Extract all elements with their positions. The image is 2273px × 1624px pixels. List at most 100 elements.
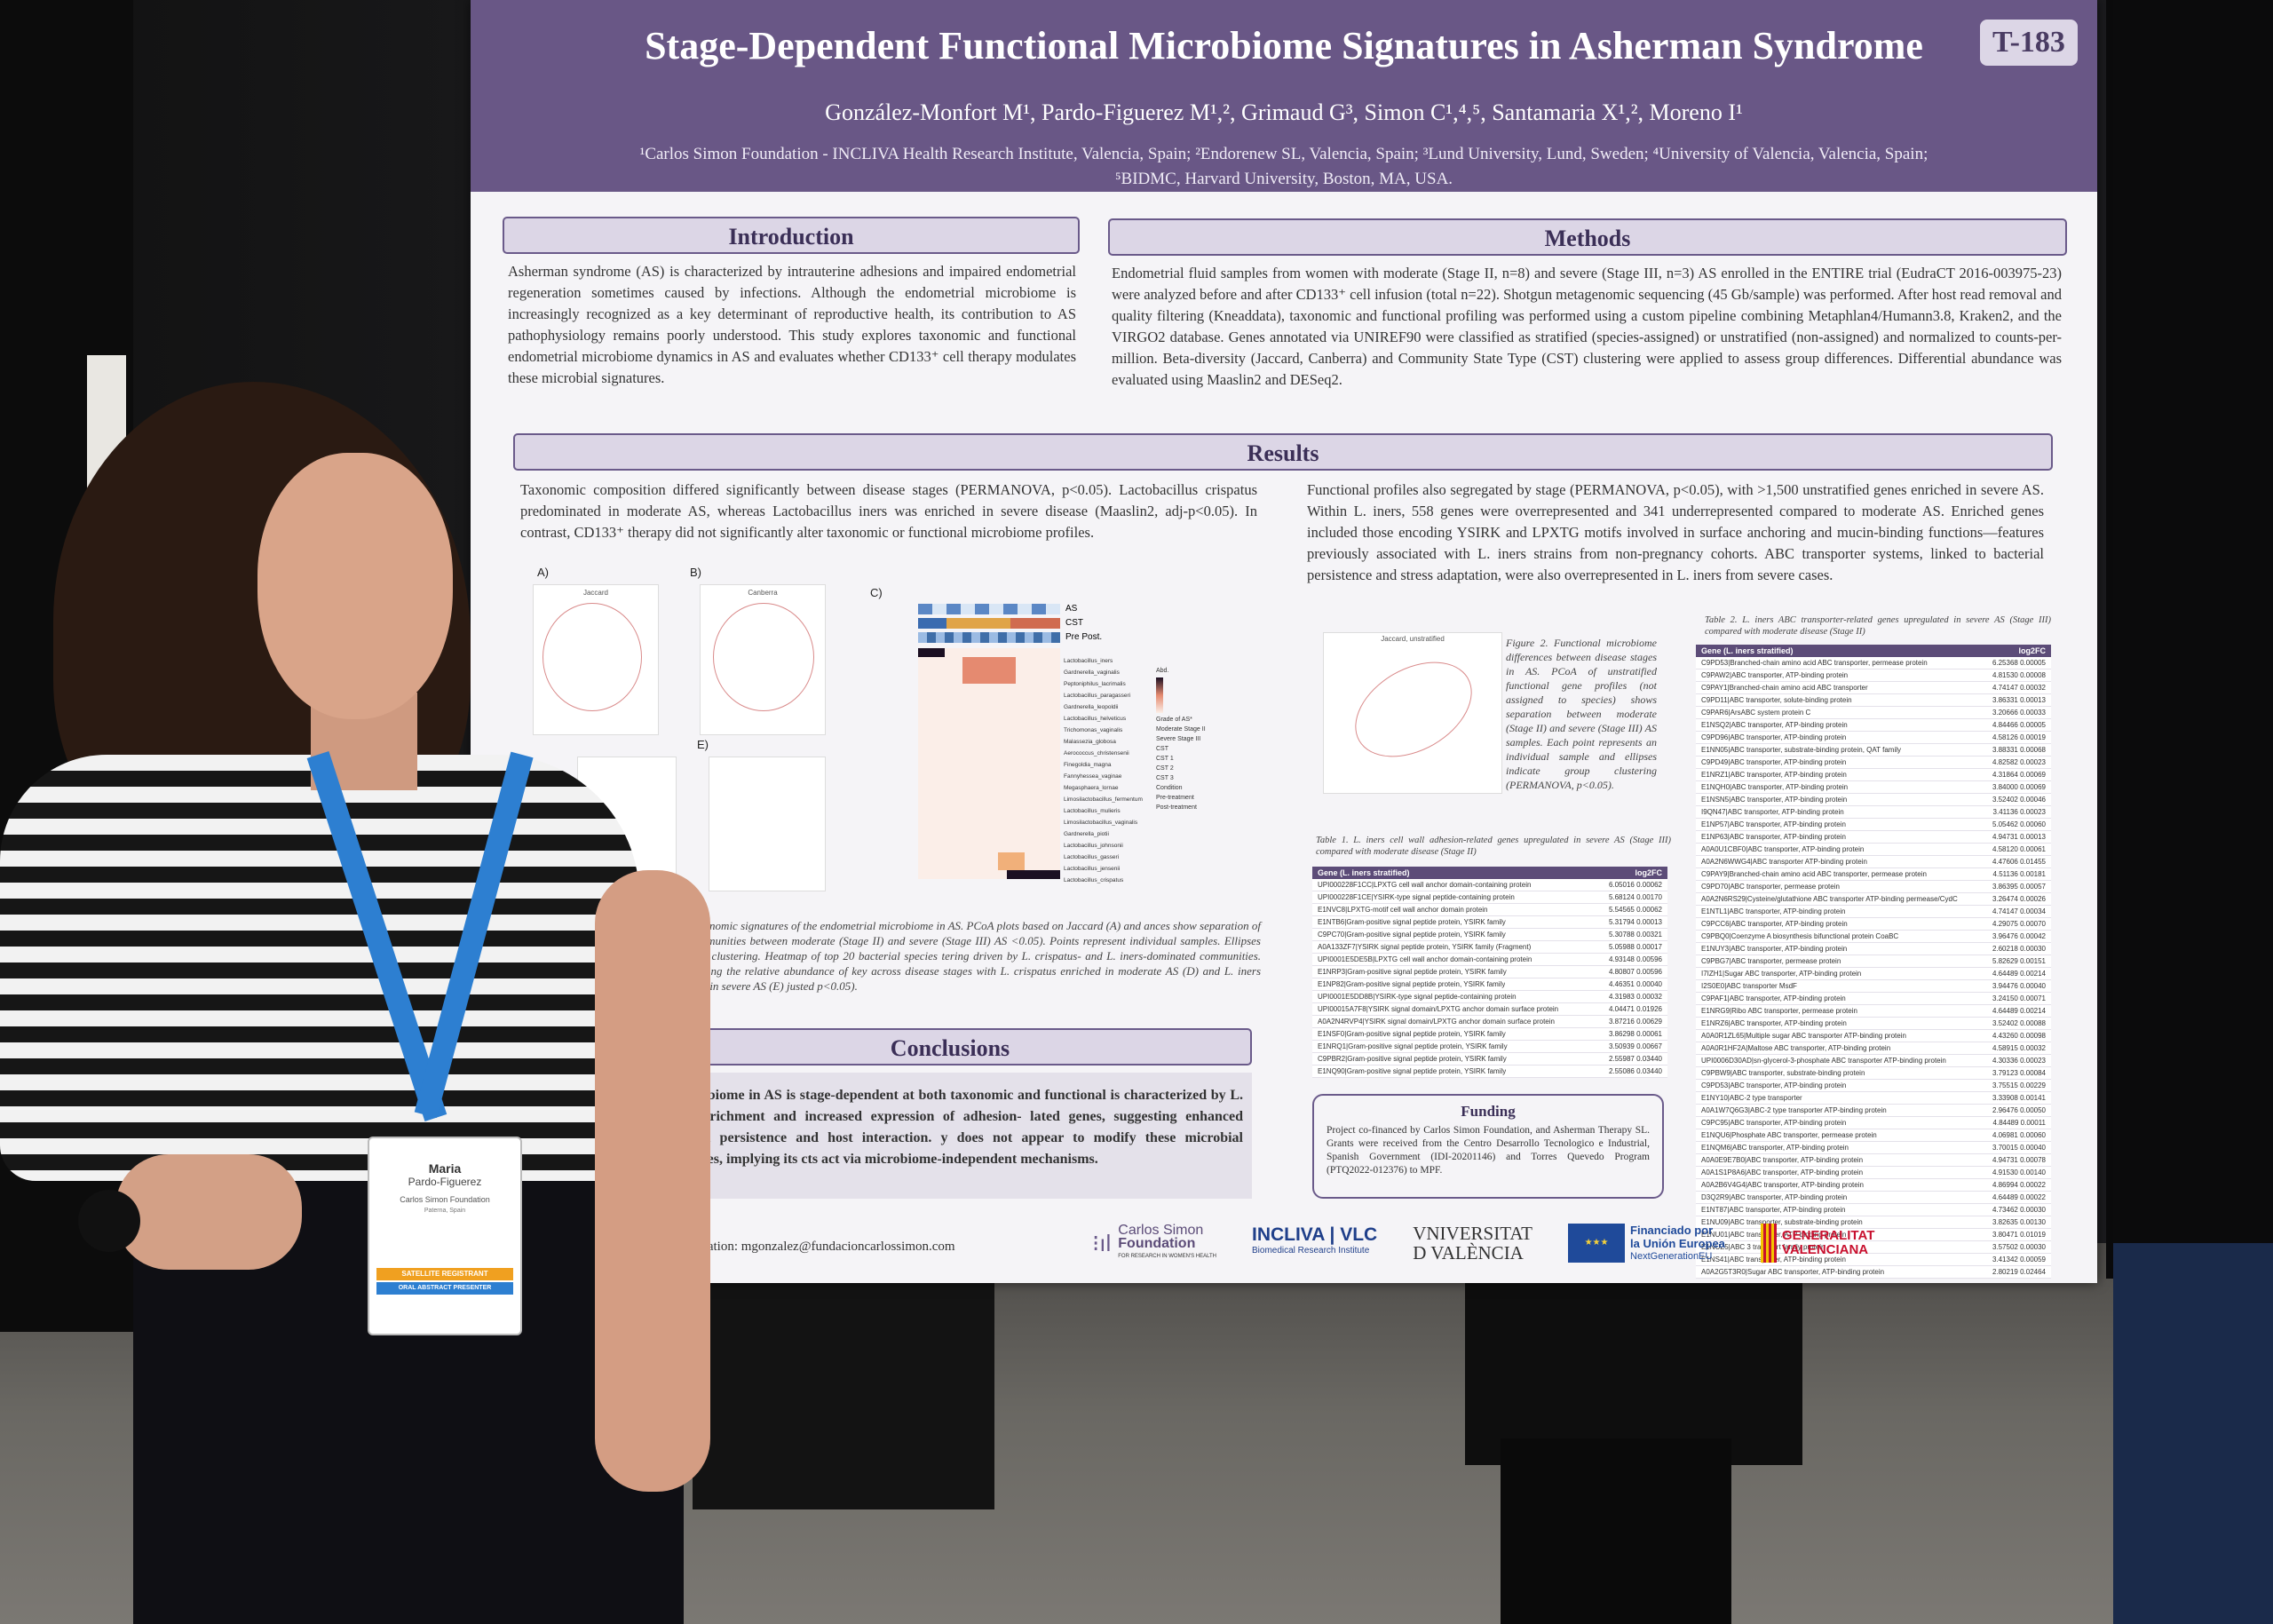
value-cell: 4.51136 0.00181 bbox=[1992, 870, 2046, 878]
table-row: C9PBR2|Gram-positive signal peptide prot… bbox=[1312, 1053, 1667, 1066]
value-cell: 3.33908 0.00141 bbox=[1992, 1094, 2046, 1102]
species-label: Malassezia_globosa bbox=[1064, 739, 1116, 745]
legend-text: Post-treatment bbox=[1156, 804, 1197, 811]
table-row: UPI000228F1CC|LPXTG cell wall anchor dom… bbox=[1312, 879, 1667, 891]
table-header: Gene (L. iners stratified) log2FC bbox=[1312, 867, 1667, 879]
table-row: UPI0001E5DE5B|LPXTG cell wall anchor dom… bbox=[1312, 954, 1667, 966]
gene-cell: E1NSN5|ABC transporter, ATP-binding prot… bbox=[1701, 796, 1848, 804]
value-cell: 4.74147 0.00034 bbox=[1992, 907, 2046, 915]
table-row: C9PAY9|Branched-chain amino acid ABC tra… bbox=[1696, 868, 2051, 881]
heatmap-cell bbox=[1007, 870, 1060, 879]
value-cell: 3.24150 0.00071 bbox=[1992, 994, 2046, 1002]
value-cell: 4.94731 0.00013 bbox=[1992, 833, 2046, 841]
table-row: D3Q2R9|ABC transporter, ATP-binding prot… bbox=[1696, 1192, 2051, 1204]
gene-cell: C9PAY9|Branched-chain amino acid ABC tra… bbox=[1701, 870, 1927, 878]
value-cell: 2.55086 0.03440 bbox=[1608, 1067, 1662, 1075]
legend-text: Severe Stage III bbox=[1156, 736, 1201, 742]
logo-text: Carlos Simon bbox=[1118, 1222, 1204, 1238]
heatmap-bar-condition bbox=[918, 632, 1060, 643]
species-label: Limosilactobacillus_fermentum bbox=[1064, 796, 1143, 803]
conclusions-heading: Conclusions bbox=[648, 1028, 1252, 1066]
table-row: A0A2N6WWG4|ABC transporter ATP-binding p… bbox=[1696, 856, 2051, 868]
value-cell: 4.93148 0.00596 bbox=[1608, 955, 1662, 963]
methods-text: Endometrial fluid samples from women wit… bbox=[1112, 265, 2062, 388]
panel-label-a: A) bbox=[537, 566, 549, 579]
badge-org: Carlos Simon Foundation bbox=[400, 1195, 490, 1204]
plot-title-canberra: Canberra bbox=[748, 589, 778, 597]
poster-code-badge: T-183 bbox=[1980, 20, 2078, 66]
logo-text: la Unión Europea bbox=[1630, 1236, 1725, 1250]
species-label: Gardnerella_piotii bbox=[1064, 831, 1109, 837]
table-row: E1NQH0|ABC transporter, ATP-binding prot… bbox=[1696, 781, 2051, 794]
gene-cell: A0A2N6WWG4|ABC transporter ATP-binding p… bbox=[1701, 858, 1867, 866]
value-cell: 3.86395 0.00057 bbox=[1992, 883, 2046, 891]
gene-cell: C9PD70|ABC transporter, permease protein bbox=[1701, 883, 1840, 891]
gene-cell: A0A2N6RS29|Cysteine/glutathione ABC tran… bbox=[1701, 895, 1958, 903]
table-row: C9PAW2|ABC transporter, ATP-binding prot… bbox=[1696, 669, 2051, 682]
gene-cell: A0A0E9E7B0|ABC transporter, ATP-binding … bbox=[1701, 1156, 1864, 1164]
badge-last-name: Pardo-Figuerez bbox=[408, 1176, 482, 1188]
value-cell: 3.96476 0.00042 bbox=[1992, 932, 2046, 940]
legend-text: Grade of AS* bbox=[1156, 717, 1192, 723]
value-cell: 5.05988 0.00017 bbox=[1608, 943, 1662, 951]
gene-cell: E1NQ90|Gram-positive signal peptide prot… bbox=[1318, 1067, 1507, 1075]
value-cell: 3.86331 0.00013 bbox=[1992, 696, 2046, 704]
table-header-cell: Gene (L. iners stratified) bbox=[1701, 646, 1794, 655]
value-cell: 3.26474 0.00026 bbox=[1992, 895, 2046, 903]
gene-cell: C9PBW9|ABC transporter, substrate-bindin… bbox=[1701, 1069, 1865, 1077]
table-row: C9PD70|ABC transporter, permease protein… bbox=[1696, 881, 2051, 893]
species-label: Lactobacillus_jensenii bbox=[1064, 866, 1121, 872]
logo-text: Financiado por bbox=[1630, 1223, 1714, 1237]
table-row: C9PD96|ABC transporter, ATP-binding prot… bbox=[1696, 732, 2051, 744]
pcoa-plot-jaccard: A) Jaccard bbox=[533, 566, 659, 735]
value-cell: 4.58915 0.00032 bbox=[1992, 1044, 2046, 1052]
gene-cell: C9PC95|ABC transporter, ATP-binding prot… bbox=[1701, 1119, 1847, 1127]
legend-scale bbox=[1156, 677, 1163, 713]
species-label: Peptoniphilus_lacrimalis bbox=[1064, 681, 1126, 687]
gene-cell: A0A133ZF7|YSIRK signal peptide protein, … bbox=[1318, 943, 1532, 951]
logo-text: VNIVERSITAT bbox=[1413, 1223, 1533, 1244]
heatmap-bar-cst bbox=[918, 618, 1060, 629]
gene-cell: A0A0U1CBF0|ABC transporter, ATP-binding … bbox=[1701, 845, 1865, 853]
gene-cell: UPI0001E5DD8B|YSIRK-type signal peptide-… bbox=[1318, 993, 1517, 1001]
boxplot-e: E) bbox=[697, 738, 826, 891]
species-label: Lactobacillus_helveticus bbox=[1064, 716, 1127, 722]
table-row: A0A2N4RVP4|YSIRK signal domain/LPXTG anc… bbox=[1312, 1016, 1667, 1028]
table-row: E1NRZ1|ABC transporter, ATP-binding prot… bbox=[1696, 769, 2051, 781]
poster-affiliations: ¹Carlos Simon Foundation - INCLIVA Healt… bbox=[542, 142, 2026, 192]
legend-text: CST 3 bbox=[1156, 775, 1174, 781]
table-row: UPI00015A7F8|YSIRK signal domain/LPXTG a… bbox=[1312, 1003, 1667, 1016]
background-person-skirt bbox=[1465, 1261, 1802, 1465]
table1: Gene (L. iners stratified) log2FC UPI000… bbox=[1312, 867, 1667, 1078]
presenter-hand bbox=[115, 1154, 302, 1270]
value-cell: 3.82635 0.00130 bbox=[1992, 1218, 2046, 1226]
value-cell: 3.84000 0.00069 bbox=[1992, 783, 2046, 791]
table-row: C9PC70|Gram-positive signal peptide prot… bbox=[1312, 929, 1667, 941]
logo-text: GENERALITAT bbox=[1781, 1228, 1875, 1243]
legend-text: CST 1 bbox=[1156, 756, 1174, 762]
heatmap-bar-as bbox=[918, 604, 1060, 614]
funding-text: Project co-financed by Carlos Simon Foun… bbox=[1327, 1125, 1650, 1176]
gene-cell: E1NSQ2|ABC transporter, ATP-binding prot… bbox=[1701, 721, 1848, 729]
funding-heading: Funding bbox=[1461, 1103, 1516, 1120]
species-label: Lactobacillus_mulieris bbox=[1064, 808, 1121, 814]
gene-cell: A0A2G5T3R0|Sugar ABC transporter, ATP-bi… bbox=[1701, 1268, 1885, 1276]
gene-cell: UPI000228F1CC|LPXTG cell wall anchor dom… bbox=[1318, 881, 1532, 889]
gene-cell: E1NVC8|LPXTG-motif cell wall anchor doma… bbox=[1318, 906, 1488, 914]
table-row: A0A0U1CBF0|ABC transporter, ATP-binding … bbox=[1696, 844, 2051, 856]
legend-text: Abd. bbox=[1156, 668, 1169, 674]
gene-cell: I9QN47|ABC transporter, ATP-binding prot… bbox=[1701, 808, 1844, 816]
species-label: Megasphaera_lornae bbox=[1064, 785, 1119, 791]
table-row: E1NSQ2|ABC transporter, ATP-binding prot… bbox=[1696, 719, 2051, 732]
table-row: UPI0006D30AD|sn-glycerol-3-phosphate ABC… bbox=[1696, 1055, 2051, 1067]
logo-text: FOR RESEARCH IN WOMEN'S HEALTH bbox=[1118, 1253, 1216, 1259]
pcoa-plot-unstratified: Jaccard, unstratified bbox=[1323, 632, 1502, 794]
gene-cell: E1NSF0|Gram-positive signal peptide prot… bbox=[1318, 1030, 1506, 1038]
gene-cell: C9PBG7|ABC transporter, permease protein bbox=[1701, 957, 1841, 965]
value-cell: 2.96476 0.00050 bbox=[1992, 1106, 2046, 1114]
value-cell: 2.80219 0.02464 bbox=[1992, 1268, 2046, 1276]
gene-cell: C9PAW2|ABC transporter, ATP-binding prot… bbox=[1701, 671, 1849, 679]
heatmap-bar-label: AS bbox=[1065, 604, 1078, 614]
funding-box: Funding Project co-financed by Carlos Si… bbox=[1312, 1094, 1664, 1199]
value-cell: 4.43260 0.00098 bbox=[1992, 1032, 2046, 1040]
